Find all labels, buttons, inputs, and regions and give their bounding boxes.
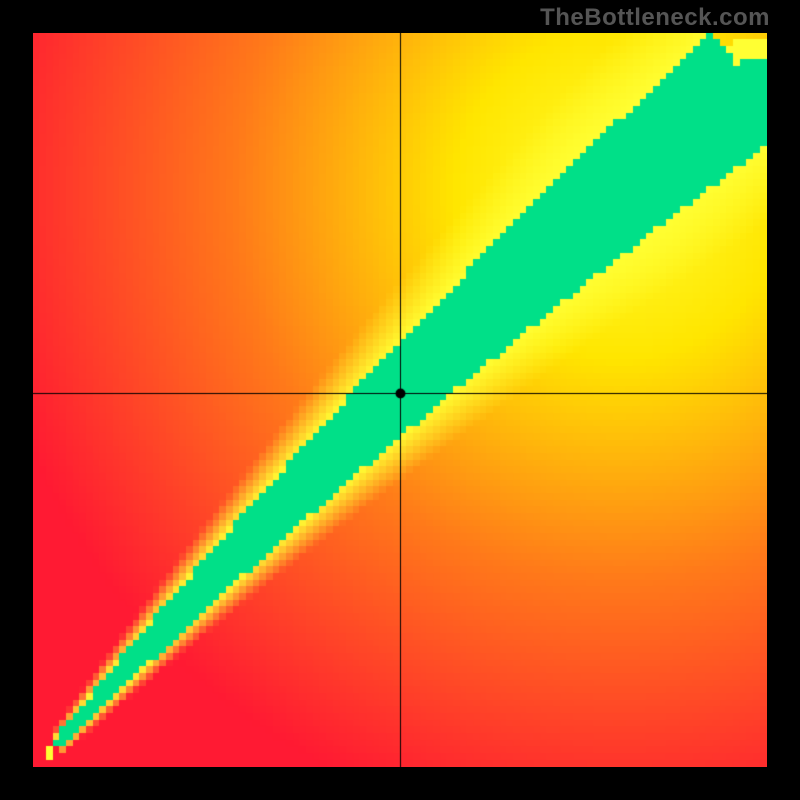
heatmap-canvas: [33, 33, 767, 767]
watermark-text: TheBottleneck.com: [540, 4, 770, 32]
chart-container: TheBottleneck.com: [0, 0, 800, 800]
